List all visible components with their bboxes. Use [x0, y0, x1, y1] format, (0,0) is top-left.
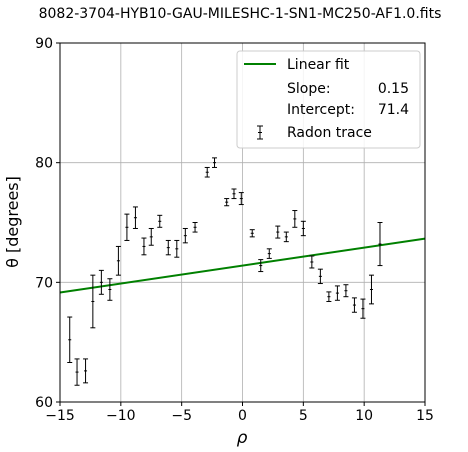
x-tick-label: −10: [106, 408, 136, 424]
radon-trace-point: [141, 237, 147, 256]
legend-intercept-value: 71.4: [378, 102, 409, 118]
radon-trace-point: [204, 166, 210, 178]
radon-trace-point: [309, 255, 315, 269]
radon-trace-point: [90, 274, 96, 329]
fit-layer: [59, 237, 426, 294]
radon-trace-point: [377, 222, 383, 267]
radon-trace-point: [283, 231, 289, 243]
x-axis-ticks: −15 −10 −5 0 5 10 15: [45, 402, 434, 424]
linear-fit-line: [59, 237, 426, 294]
legend-trace-label: Radon trace: [287, 125, 372, 141]
radon-trace-point: [224, 198, 230, 207]
radon-trace-point: [165, 239, 171, 256]
radon-trace-point: [174, 239, 180, 258]
x-tick-label: 10: [355, 408, 373, 424]
data-points: [67, 157, 383, 386]
radon-trace-point: [107, 278, 113, 301]
legend-fit-label: Linear fit: [287, 57, 350, 73]
y-tick-label: 80: [35, 156, 53, 172]
y-axis-label: θ [degrees]: [3, 176, 22, 268]
radon-trace-point: [238, 192, 244, 206]
radon-trace-point: [317, 268, 323, 285]
radon-trace-point: [212, 157, 218, 168]
y-tick-label: 90: [35, 36, 53, 52]
radon-trace-point: [351, 297, 357, 313]
x-tick-label: −5: [171, 408, 192, 424]
radon-trace-point: [83, 358, 89, 384]
radon-trace-point: [67, 316, 73, 364]
y-tick-label: 70: [35, 275, 53, 291]
radon-trace-point: [258, 259, 264, 273]
legend-slope-label: Slope:: [287, 81, 331, 97]
radon-trace-point: [326, 291, 332, 302]
legend-slope-value: 0.15: [378, 81, 409, 97]
radon-trace-point: [275, 225, 281, 239]
radon-trace-point: [115, 245, 121, 276]
chart-title: 8082-3704-HYB10-GAU-MILESHC-1-SN1-MC250-…: [39, 6, 442, 22]
radon-trace-point: [360, 298, 366, 319]
legend: Linear fit Slope: 0.15 Intercept: 71.4 R…: [236, 50, 421, 149]
radon-trace-point: [98, 269, 104, 295]
radon-trace-point: [343, 284, 349, 298]
x-tick-label: −15: [45, 408, 75, 424]
radon-trace-point: [74, 358, 80, 386]
radon-trace-point: [368, 274, 374, 305]
radon-trace-point: [148, 227, 154, 246]
radon-trace-point: [231, 188, 237, 200]
x-tick-label: 15: [416, 408, 434, 424]
y-tick-label: 60: [35, 395, 53, 411]
radon-trace-point: [132, 206, 138, 229]
radon-trace-point: [266, 248, 272, 259]
radon-trace-point: [300, 220, 306, 237]
x-tick-label: 5: [299, 408, 308, 424]
radon-trace-point: [249, 229, 255, 238]
x-tick-label: 0: [238, 408, 247, 424]
radon-trace-point: [124, 213, 130, 241]
radon-trace-point: [182, 227, 188, 244]
x-axis-label: ρ: [237, 428, 248, 448]
radon-trace-point: [157, 214, 163, 228]
y-axis-ticks: 60 70 80 90: [35, 36, 60, 411]
radon-trace-point: [192, 222, 198, 233]
radon-trace-point: [334, 285, 340, 301]
legend-trace-swatch: [257, 125, 263, 140]
legend-intercept-label: Intercept:: [287, 102, 355, 118]
radon-trace-point: [292, 210, 298, 228]
legend-box: [236, 50, 421, 149]
